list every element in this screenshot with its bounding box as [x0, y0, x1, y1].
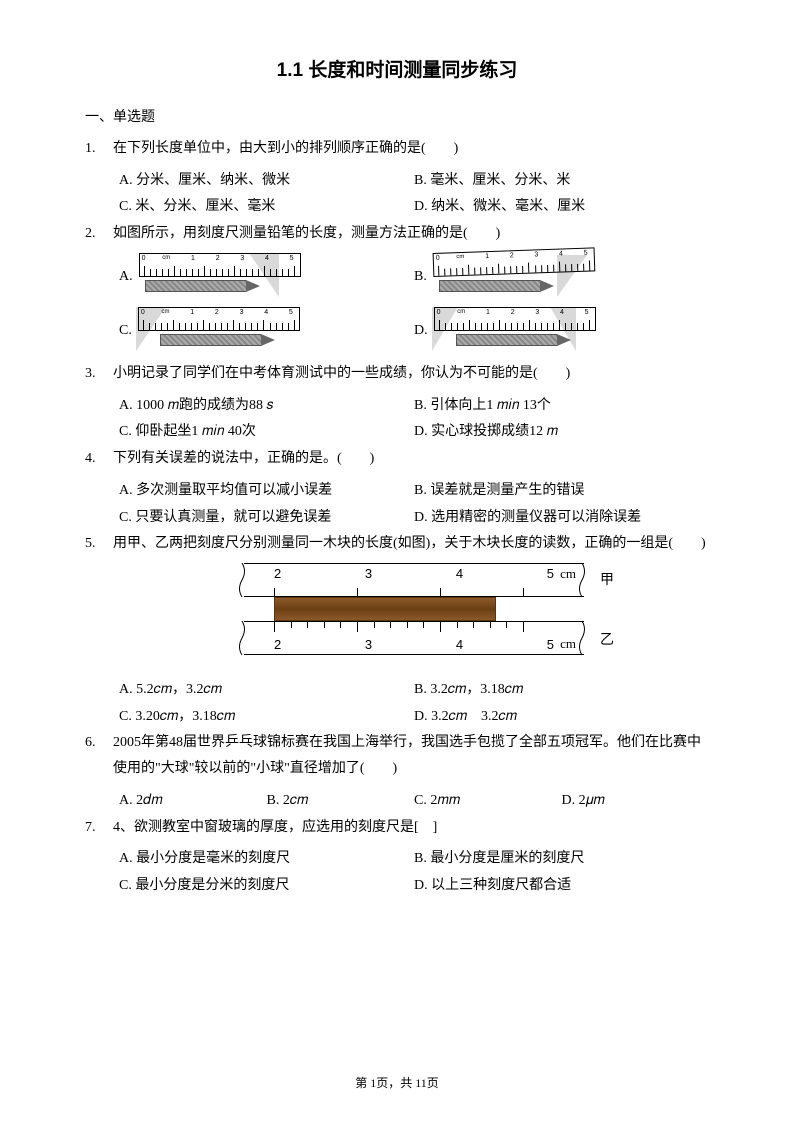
opt-c: C. 最小分度是分米的刻度尺 [119, 873, 414, 900]
opt-letter: C. [119, 323, 132, 339]
opt-c: C. 米、分米、厘米、毫米 [119, 194, 414, 221]
opt-a: A. 分米、厘米、纳米、微米 [119, 168, 414, 195]
q5-options: A. 5.2𝑐𝑚，3.2𝑐𝑚 B. 3.2𝑐𝑚，3.18𝑐𝑚 C. 3.20𝑐𝑚… [85, 677, 709, 730]
question-6: 6. 2005年第48届世界乒乓球锦标赛在我国上海举行，我国选手包揽了全部五项冠… [85, 730, 709, 782]
opt-letter: D. [414, 323, 428, 339]
opt-d: D. 2𝜇𝑚 [562, 788, 710, 815]
qnum: 3. [85, 361, 113, 387]
q6-options: A. 2𝑑𝑚 B. 2𝑐𝑚 C. 2𝑚𝑚 D. 2𝜇𝑚 [85, 788, 709, 815]
page-footer: 第 1页，共 11页 [0, 1074, 794, 1091]
unit: cm [560, 636, 576, 652]
q7-options: A. 最小分度是毫米的刻度尺 B. 最小分度是厘米的刻度尺 C. 最小分度是分米… [85, 846, 709, 899]
qtext: 用甲、乙两把刻度尺分别测量同一木块的长度(如图)，关于木块长度的读数，正确的一组… [113, 531, 709, 557]
opt-b: B. 误差就是测量产生的错误 [414, 478, 709, 505]
opt-c: C. 仰卧起坐1 𝑚𝑖𝑛 40次 [119, 419, 414, 446]
opt-letter: A. [119, 269, 133, 285]
label-bot: 乙 [600, 629, 614, 649]
q2-options: A. 0cm12345 B. 0cm12345 C. [85, 253, 709, 361]
opt-c: C. 3.20𝑐𝑚，3.18𝑐𝑚 [119, 704, 414, 731]
ruler-top: 2 3 4 5 cm [244, 563, 584, 597]
qtext: 小明记录了同学们在中考体育测试中的一些成绩，你认为不可能的是( ) [113, 361, 709, 387]
qnum: 2. [85, 221, 113, 247]
qnum: 5. [85, 531, 113, 557]
opt-b: B. 3.2𝑐𝑚，3.18𝑐𝑚 [414, 677, 709, 704]
question-5: 5. 用甲、乙两把刻度尺分别测量同一木块的长度(如图)，关于木块长度的读数，正确… [85, 531, 709, 557]
opt-b: B. 毫米、厘米、分米、米 [414, 168, 709, 195]
qtext: 下列有关误差的说法中，正确的是。( ) [113, 446, 709, 472]
ruler-diagram-c: 0cm12345 [138, 307, 298, 355]
opt-a: A. 1000 𝑚跑的成绩为88 𝑠 [119, 393, 414, 420]
opt-c: C. 2𝑚𝑚 [414, 788, 562, 815]
qnum: 1. [85, 136, 113, 162]
opt-d: D. 选用精密的测量仪器可以消除误差 [414, 505, 709, 532]
opt-d: D. 0cm12345 [414, 307, 709, 355]
opt-a: A. 多次测量取平均值可以减小误差 [119, 478, 414, 505]
opt-d: D. 3.2𝑐𝑚 3.2𝑐𝑚 [414, 704, 709, 731]
question-7: 7. 4、欲测教室中窗玻璃的厚度，应选用的刻度尺是[ ] [85, 815, 709, 841]
section-header: 一、单选题 [85, 106, 709, 126]
opt-d: D. 实心球投掷成绩12 𝑚 [414, 419, 709, 446]
qnum: 7. [85, 815, 113, 841]
qnum: 6. [85, 730, 113, 782]
ruler-bot: 2 3 4 5 cm [244, 621, 584, 655]
opt-c: C. 只要认真测量，就可以避免误差 [119, 505, 414, 532]
opt-d: D. 纳米、微米、毫米、厘米 [414, 194, 709, 221]
opt-b: B. 0cm12345 [414, 253, 709, 301]
ruler-diagram-a: 0cm12345 [139, 253, 299, 301]
num: 3 [365, 637, 372, 652]
qnum: 4. [85, 446, 113, 472]
question-1: 1. 在下列长度单位中，由大到小的排列顺序正确的是( ) [85, 136, 709, 162]
opt-a: A. 0cm12345 [119, 253, 414, 301]
q4-options: A. 多次测量取平均值可以减小误差 B. 误差就是测量产生的错误 C. 只要认真… [85, 478, 709, 531]
unit: cm [560, 566, 576, 582]
label-top: 甲 [600, 569, 614, 589]
num: 5 [547, 637, 554, 652]
ruler-diagram-b: 0cm12345 [433, 253, 593, 301]
opt-d: D. 以上三种刻度尺都合适 [414, 873, 709, 900]
num: 4 [456, 637, 463, 652]
question-2: 2. 如图所示，用刻度尺测量铅笔的长度，测量方法正确的是( ) [85, 221, 709, 247]
num: 2 [274, 566, 281, 581]
opt-a: A. 5.2𝑐𝑚，3.2𝑐𝑚 [119, 677, 414, 704]
opt-a: A. 2𝑑𝑚 [119, 788, 267, 815]
qtext: 在下列长度单位中，由大到小的排列顺序正确的是( ) [113, 136, 709, 162]
q1-options: A. 分米、厘米、纳米、微米 B. 毫米、厘米、分米、米 C. 米、分米、厘米、… [85, 168, 709, 221]
num: 4 [456, 566, 463, 581]
opt-a: A. 最小分度是毫米的刻度尺 [119, 846, 414, 873]
page-title: 1.1 长度和时间测量同步练习 [85, 55, 709, 82]
num: 2 [274, 637, 281, 652]
qtext: 2005年第48届世界乒乓球锦标赛在我国上海举行，我国选手包揽了全部五项冠军。他… [113, 730, 709, 782]
q3-options: A. 1000 𝑚跑的成绩为88 𝑠 B. 引体向上1 𝑚𝑖𝑛 13个 C. 仰… [85, 393, 709, 446]
opt-b: B. 2𝑐𝑚 [267, 788, 415, 815]
opt-b: B. 最小分度是厘米的刻度尺 [414, 846, 709, 873]
opt-c: C. 0cm12345 [119, 307, 414, 355]
opt-letter: B. [414, 269, 427, 285]
opt-b: B. 引体向上1 𝑚𝑖𝑛 13个 [414, 393, 709, 420]
question-3: 3. 小明记录了同学们在中考体育测试中的一些成绩，你认为不可能的是( ) [85, 361, 709, 387]
ruler-diagram-d: 0cm12345 [434, 307, 594, 355]
question-4: 4. 下列有关误差的说法中，正确的是。( ) [85, 446, 709, 472]
qtext: 如图所示，用刻度尺测量铅笔的长度，测量方法正确的是( ) [113, 221, 709, 247]
wood-block [274, 597, 496, 621]
q5-diagram: 2345 cm 甲 2345 cm 乙 [210, 563, 584, 655]
num: 5 [547, 566, 554, 581]
num: 3 [365, 566, 372, 581]
qtext: 4、欲测教室中窗玻璃的厚度，应选用的刻度尺是[ ] [113, 815, 709, 841]
